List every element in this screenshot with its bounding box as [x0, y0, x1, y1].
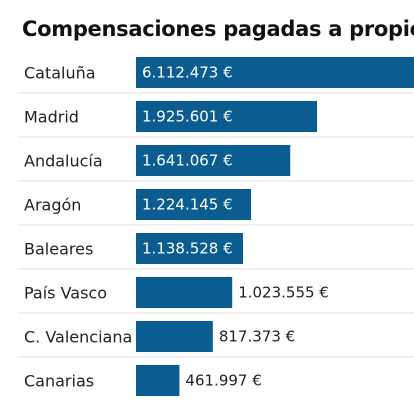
category-label: Aragón: [24, 196, 81, 215]
category-label: País Vasco: [24, 284, 107, 303]
value-label: 1.641.067 €: [142, 152, 233, 170]
value-label: 1.138.528 €: [142, 240, 233, 258]
bar: [136, 101, 317, 132]
category-label: Andalucía: [24, 152, 103, 171]
category-label: Canarias: [24, 372, 94, 391]
bar: [136, 277, 233, 308]
bar: [136, 145, 291, 176]
category-label: Cataluña: [24, 64, 96, 83]
category-label: Madrid: [24, 108, 79, 127]
bar: [136, 365, 180, 396]
category-label: C. Valenciana: [24, 328, 132, 347]
value-label: 1.925.601 €: [142, 108, 233, 126]
bar: [136, 321, 213, 352]
bar: [136, 233, 244, 264]
value-label: 1.224.145 €: [142, 196, 233, 214]
chart-title: Compensaciones pagadas a propie: [22, 17, 414, 41]
category-label: Baleares: [24, 240, 93, 259]
bar: [136, 189, 252, 220]
value-label: 6.112.473 €: [142, 64, 233, 82]
value-label: 1.023.555 €: [238, 284, 329, 302]
value-label: 817.373 €: [219, 328, 295, 346]
value-label: 461.997 €: [185, 372, 261, 390]
bar: [136, 57, 414, 88]
